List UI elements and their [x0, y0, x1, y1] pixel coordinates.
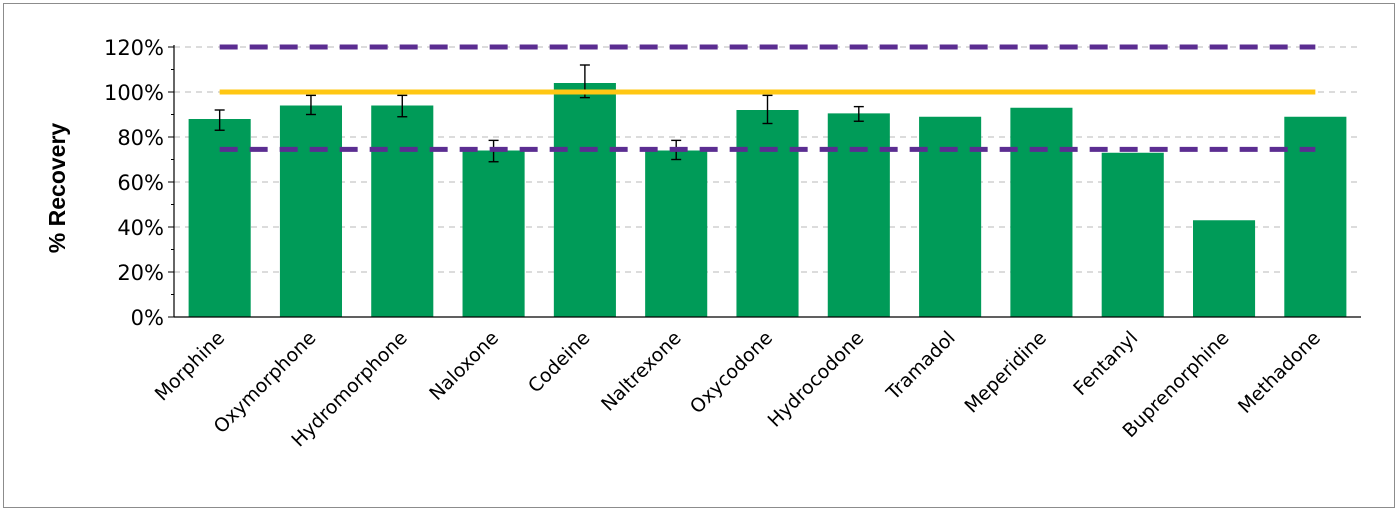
- y-tick-label: 0%: [131, 306, 164, 330]
- y-tick-label: 80%: [117, 126, 164, 150]
- x-tick-label: Hydrocodone: [764, 327, 869, 432]
- bar: [736, 110, 799, 317]
- y-tick-label: 120%: [104, 36, 164, 60]
- bar: [1284, 116, 1347, 317]
- bar: [462, 150, 525, 317]
- y-tick-labels: 0% 20% 40% 60% 80% 100% 120%: [104, 36, 164, 330]
- bar: [553, 83, 616, 317]
- x-tick-label: Methadone: [1234, 327, 1325, 418]
- bar: [1192, 220, 1256, 317]
- y-tick-label: 40%: [117, 216, 164, 240]
- bar: [188, 119, 251, 317]
- x-tick-label: Oxycodone: [686, 327, 777, 418]
- x-tick-label: Tramadol: [882, 327, 960, 405]
- x-tick-label: Naltrexone: [597, 327, 686, 416]
- x-tick-label: Meperidine: [960, 327, 1051, 418]
- bar: [371, 105, 434, 317]
- y-tick-label: 100%: [104, 81, 164, 105]
- reference-lines: [219, 44, 1316, 152]
- x-tick-label: Codeine: [524, 327, 594, 397]
- bar: [279, 105, 343, 317]
- x-tick-label: Naloxone: [425, 327, 503, 405]
- bar: [1101, 152, 1164, 317]
- x-tick-label: Fentanyl: [1069, 327, 1142, 400]
- bar: [827, 113, 890, 317]
- y-tick-label: 20%: [117, 261, 164, 285]
- y-tick-label: 60%: [117, 171, 164, 195]
- bar: [645, 150, 708, 317]
- bar: [919, 116, 982, 317]
- y-axis-title: % Recovery: [44, 123, 70, 254]
- bar: [1010, 107, 1073, 317]
- bars: [188, 83, 1347, 317]
- axes: [168, 45, 1361, 318]
- x-tick-label: Morphine: [151, 327, 229, 405]
